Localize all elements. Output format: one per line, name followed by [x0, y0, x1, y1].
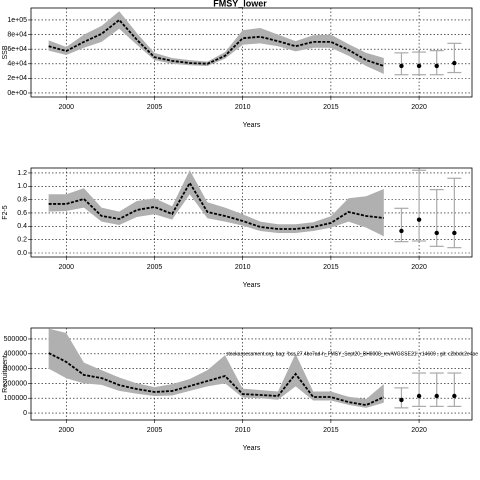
y-tick-label: 200000 [4, 380, 27, 387]
forecast-point [399, 228, 404, 234]
y-tick-label: 0.4 [17, 223, 27, 230]
x-tick-label: 2010 [235, 104, 251, 111]
x-tick-label: 2010 [235, 427, 251, 434]
y-axis-label: SSB [2, 45, 9, 59]
y-tick-label: 400000 [4, 351, 27, 358]
forecast-point [416, 393, 422, 399]
x-tick-label: 2015 [323, 104, 339, 111]
y-tick-label: 0.6 [17, 210, 27, 217]
y-axis-label: F2-5 [2, 205, 9, 220]
y-axis-label: Recruitment [2, 355, 9, 393]
x-tick-label: 2000 [58, 264, 74, 271]
plot-frame [30, 327, 473, 421]
y-tick-label: 4e+04 [7, 61, 27, 68]
confidence-ribbon [48, 11, 384, 75]
x-tick-label: 2005 [147, 264, 163, 271]
y-tick-label: 1.2 [17, 170, 27, 177]
forecast-point [434, 393, 439, 399]
y-tick-label: 500000 [4, 336, 27, 343]
median-line [48, 181, 384, 230]
x-axis-label: Years [243, 445, 261, 452]
plot-frame [30, 167, 473, 258]
annotation: stockassessment.org, bag: 'bss.27.4bc7ad… [226, 351, 478, 357]
forecast-point [434, 63, 439, 69]
x-tick-label: 2020 [411, 427, 427, 434]
x-tick-label: 2010 [235, 264, 251, 271]
forecast-point [416, 63, 422, 69]
forecast-point [399, 63, 404, 69]
y-tick-label: 0.2 [17, 236, 27, 243]
y-tick-label: 8e+04 [7, 31, 27, 38]
x-axis-label: Years [243, 122, 261, 129]
confidence-ribbon [48, 328, 384, 408]
forecast-point [434, 230, 439, 236]
y-tick-label: 0.0 [17, 250, 27, 257]
x-axis-label: Years [243, 282, 261, 289]
forecast-point [452, 393, 457, 399]
y-tick-label: 0e+00 [7, 90, 27, 97]
forecast-point [399, 397, 404, 403]
y-tick-label: 0.8 [17, 196, 27, 203]
x-tick-label: 2000 [58, 427, 74, 434]
forecast-point [416, 217, 422, 222]
y-tick-label: 100000 [4, 395, 27, 402]
median-line [48, 352, 385, 406]
forecast-point [452, 60, 457, 66]
y-tick-label: 1e+05 [7, 17, 27, 24]
x-tick-label: 2015 [323, 427, 339, 434]
y-tick-label: 300000 [4, 365, 27, 372]
x-tick-label: 2005 [147, 104, 163, 111]
y-tick-label: 2e+04 [7, 75, 27, 82]
plot-frame [30, 7, 473, 98]
x-tick-label: 2005 [147, 427, 163, 434]
y-tick-label: 6e+04 [7, 46, 27, 53]
x-tick-label: 2020 [411, 104, 427, 111]
chart-title: FMSY_lower [213, 0, 267, 8]
x-tick-label: 2000 [58, 104, 74, 111]
median-line [48, 18, 385, 67]
y-tick-label: 1.0 [17, 183, 27, 190]
x-tick-label: 2020 [411, 264, 427, 271]
forecast-point [452, 230, 457, 236]
y-tick-label: 0 [23, 410, 27, 417]
x-tick-label: 2015 [323, 264, 339, 271]
